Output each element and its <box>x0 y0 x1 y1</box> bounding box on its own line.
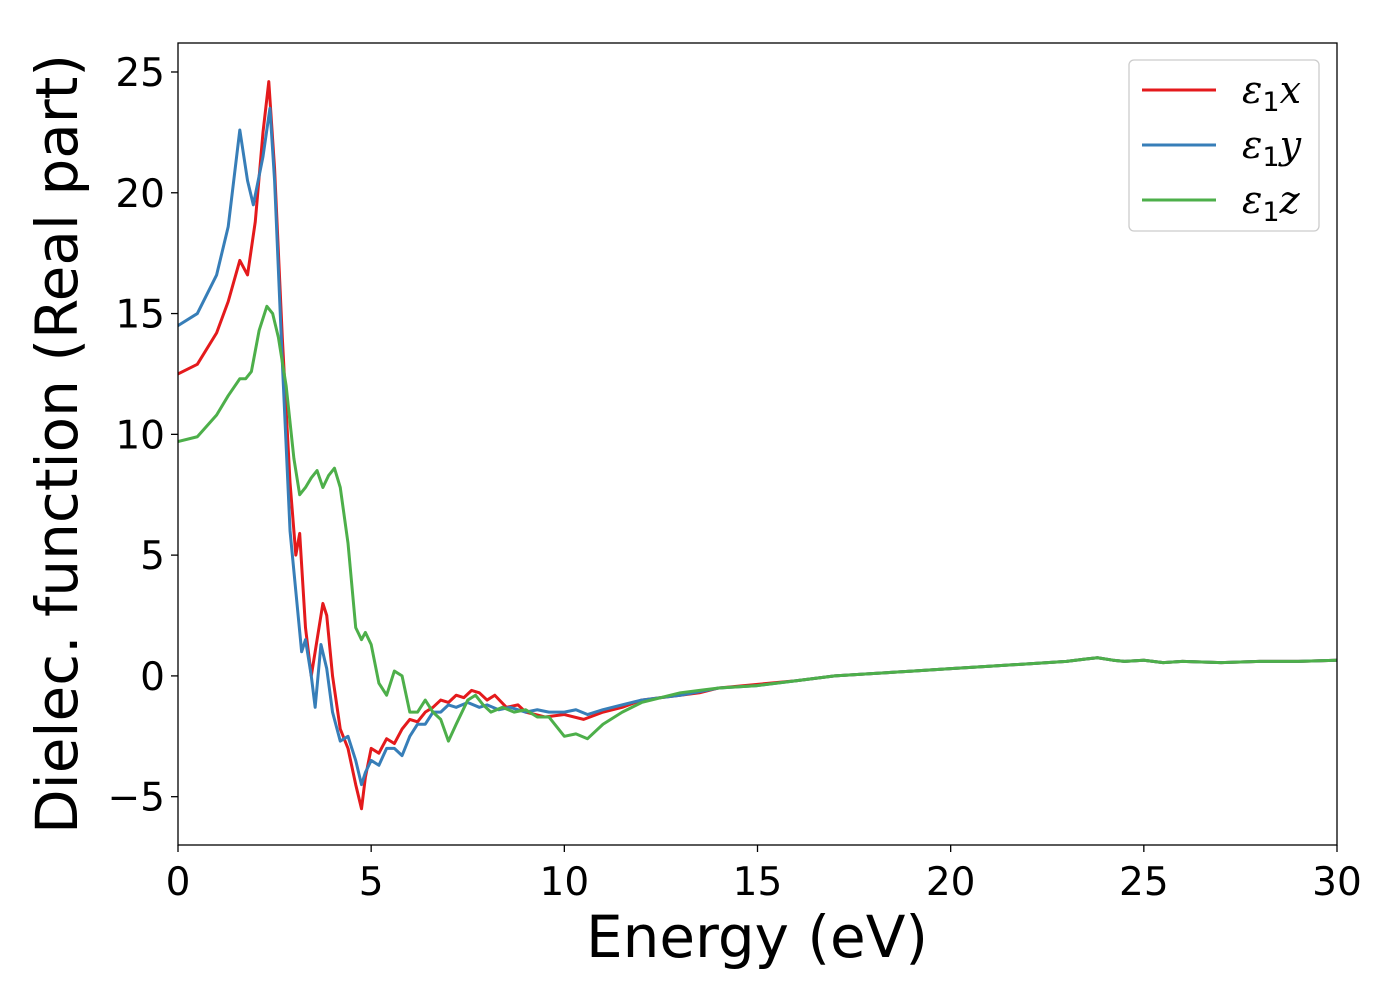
y-tick-label: 20 <box>115 172 165 217</box>
plot-area <box>178 80 1337 811</box>
y-tick-label: −5 <box>108 776 166 821</box>
x-tick-label: 15 <box>733 860 783 905</box>
legend-label-2: ε1y <box>1242 123 1302 173</box>
x-tick-label: 25 <box>1119 860 1169 905</box>
legend-label-1: ε1x <box>1242 68 1301 118</box>
series-line-3 <box>178 304 1337 743</box>
y-axis-label: Dielec. function (Real part) <box>23 54 91 834</box>
x-tick-label: 5 <box>359 860 384 905</box>
x-tick-label: 0 <box>166 860 191 905</box>
legend-label-3: ε1z <box>1242 178 1301 228</box>
x-tick-label: 20 <box>926 860 976 905</box>
y-tick-label: 25 <box>115 51 165 96</box>
y-tick-label: 5 <box>140 534 165 579</box>
y-tick-label: 10 <box>115 413 165 458</box>
y-tick-label: 15 <box>115 293 165 338</box>
x-tick-label: 30 <box>1312 860 1362 905</box>
y-tick-label: 0 <box>140 655 165 700</box>
x-axis-label: Energy (eV) <box>586 903 928 971</box>
legend-box <box>1128 59 1320 232</box>
x-tick-label: 10 <box>540 860 590 905</box>
